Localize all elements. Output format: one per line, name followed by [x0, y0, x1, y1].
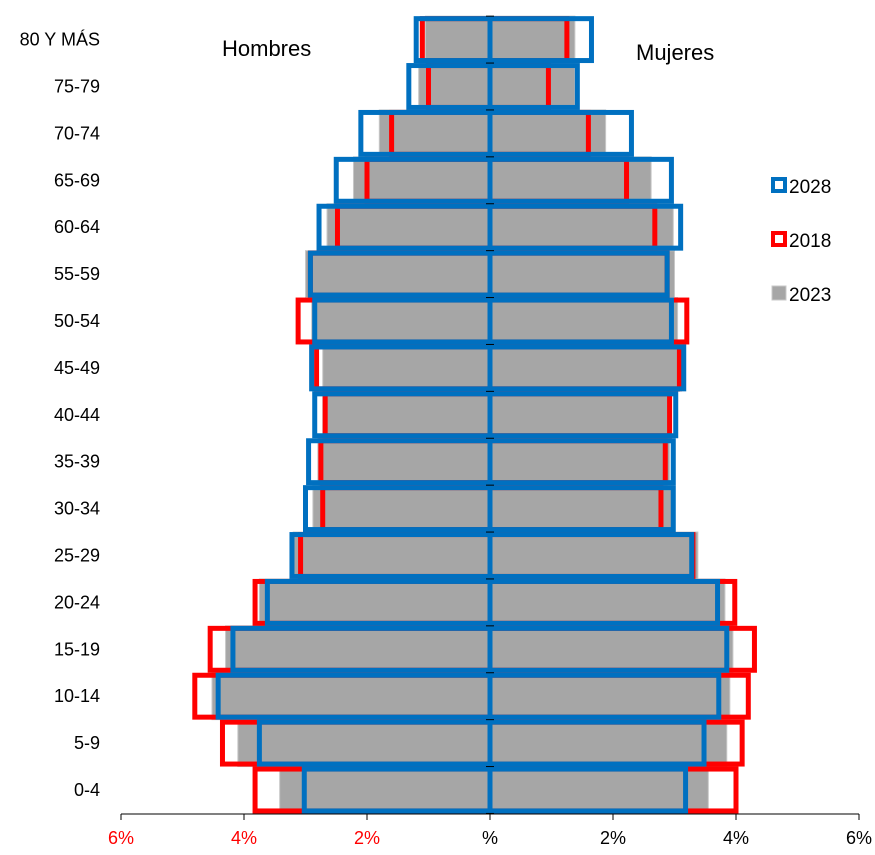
y-category-label: 55-59	[54, 264, 100, 284]
bar-2023-women-80-y-m-s	[489, 15, 576, 64]
y-category-label: 0-4	[74, 780, 100, 800]
y-category-label: 75-79	[54, 77, 100, 97]
y-category-label: 10-14	[54, 686, 100, 706]
legend-swatch-2023	[771, 285, 787, 301]
legend-swatch-2028	[771, 177, 787, 193]
bar-2023-women-50-54	[489, 297, 679, 345]
chart-bars	[192, 15, 757, 814]
x-tick-label: 2%	[600, 828, 626, 848]
bar-2023-women-5-9	[489, 719, 728, 768]
y-category-label: 35-39	[54, 452, 100, 472]
y-category-label: 15-19	[54, 639, 100, 659]
bar-2023-women-45-49	[489, 343, 680, 392]
bar-2023-women-40-44	[489, 390, 672, 439]
y-category-label: 5-9	[74, 733, 100, 753]
legend-label-2028: 2028	[789, 177, 831, 198]
bar-2023-women-35-39	[489, 437, 671, 486]
bar-2023-men-30-34	[312, 484, 491, 533]
y-category-label: 30-34	[54, 499, 100, 519]
bar-2023-men-50-54	[311, 297, 491, 345]
bar-2023-men-40-44	[322, 390, 491, 439]
left-side-label: Hombres	[222, 36, 311, 61]
y-category-label: 50-54	[54, 311, 100, 331]
legend-label-2018: 2018	[789, 231, 831, 252]
x-tick-label: %	[482, 828, 498, 848]
bar-2023-women-25-29	[489, 531, 699, 580]
bar-2023-men-5-9	[237, 719, 491, 768]
bar-2023-women-60-64	[489, 203, 674, 252]
bar-2023-women-20-24	[489, 578, 726, 627]
right-side-label: Mujeres	[636, 40, 714, 65]
bar-2023-men-15-19	[225, 625, 491, 674]
y-category-label: 45-49	[54, 358, 100, 378]
bar-2023-men-35-39	[317, 437, 491, 486]
bar-2023-women-55-59	[489, 250, 675, 299]
chart-axes: 6% 4% 2%% 2% 4% 6%	[108, 15, 872, 848]
bar-2023-women-0-4	[489, 766, 709, 814]
bar-2023-women-75-79	[489, 62, 576, 111]
bar-2023-men-20-24	[258, 578, 491, 627]
bar-2023-men-60-64	[326, 203, 491, 252]
y-category-label: 60-64	[54, 217, 100, 237]
legend-label-2023: 2023	[789, 285, 831, 306]
y-category-label: 25-29	[54, 546, 100, 566]
y-category-label: 65-69	[54, 170, 100, 190]
y-category-label: 80 Y MÁS	[20, 30, 100, 50]
legend-swatch-2018	[771, 231, 787, 247]
bar-2023-men-45-49	[322, 343, 491, 392]
x-tick-label: 6%	[846, 828, 872, 848]
y-category-label: 40-44	[54, 405, 100, 425]
x-tick-label: 6%	[108, 828, 134, 848]
x-tick-label: 4%	[231, 828, 257, 848]
bar-2023-men-25-29	[292, 531, 491, 580]
x-tick-label: 4%	[723, 828, 749, 848]
x-tick-label: 2%	[354, 828, 380, 848]
bar-2023-women-30-34	[489, 484, 674, 533]
y-category-label: 20-24	[54, 592, 100, 612]
bar-2023-men-0-4	[279, 766, 491, 814]
bar-2023-women-15-19	[489, 625, 734, 674]
bar-2023-men-55-59	[305, 250, 491, 299]
chart-legend: 2028 2018 2023	[771, 177, 831, 306]
y-category-label: 70-74	[54, 123, 100, 143]
bar-2023-men-70-74	[378, 109, 491, 158]
bar-2023-women-10-14	[489, 672, 731, 721]
bar-2023-men-65-69	[352, 156, 491, 205]
bar-2023-men-80-y-m-s	[424, 15, 491, 64]
chart-labels: Hombres Mujeres 0-4 5-9 10-14 15-19 20-24 25-…	[20, 30, 715, 800]
bar-2023-men-10-14	[211, 672, 491, 721]
